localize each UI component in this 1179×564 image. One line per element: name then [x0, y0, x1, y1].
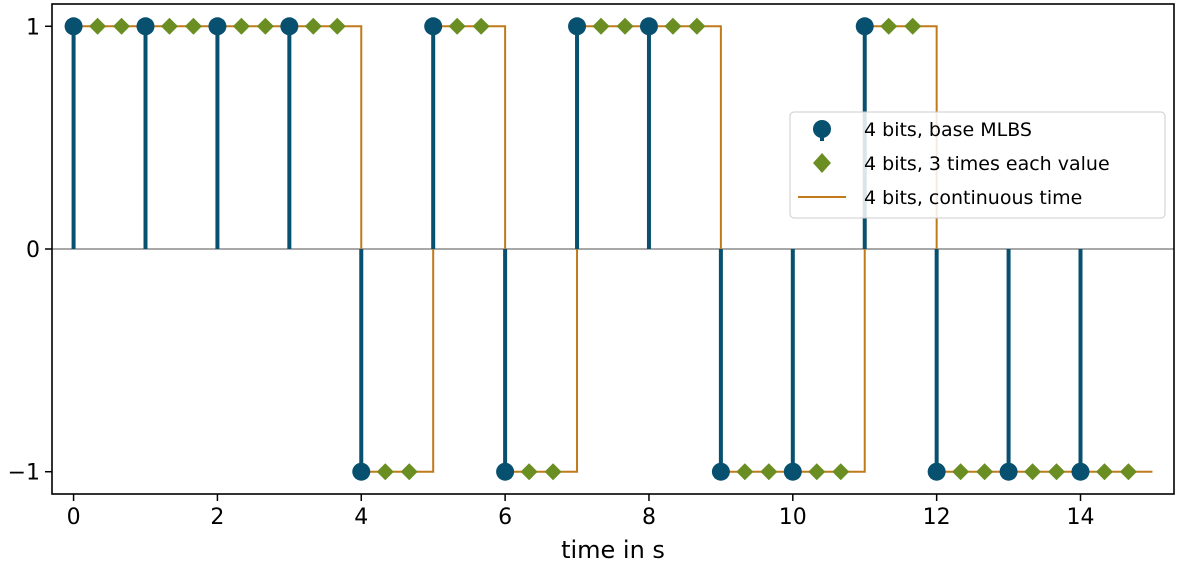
- repeated-point: [760, 463, 778, 481]
- repeated-point: [113, 17, 131, 35]
- base-point: [496, 462, 515, 481]
- repeated-point: [904, 17, 922, 35]
- y-tick-label: −1: [8, 461, 40, 486]
- repeated-point: [544, 463, 562, 481]
- base-point: [424, 17, 443, 36]
- repeated-point: [184, 17, 202, 35]
- base-series-markers: [64, 17, 1090, 481]
- repeated-point: [880, 17, 898, 35]
- y-axis: 1 0 −1: [8, 15, 52, 486]
- repeated-point: [688, 17, 706, 35]
- base-point: [280, 17, 299, 36]
- x-tick-label: 0: [67, 505, 81, 530]
- base-point: [639, 17, 658, 36]
- repeated-point: [616, 17, 634, 35]
- legend: 4 bits, base MLBS 4 bits, 3 times each v…: [789, 111, 1166, 219]
- legend-label-repeated: 4 bits, 3 times each value: [864, 153, 1110, 175]
- x-tick-label: 6: [498, 505, 512, 530]
- legend-box: [789, 111, 1166, 219]
- repeated-point: [328, 17, 346, 35]
- legend-label-base: 4 bits, base MLBS: [864, 119, 1032, 141]
- repeated-point: [1048, 463, 1066, 481]
- base-point: [208, 17, 227, 36]
- repeated-point: [232, 17, 250, 35]
- legend-label-continuous: 4 bits, continuous time: [864, 187, 1082, 209]
- repeated-point: [808, 463, 826, 481]
- repeated-point: [520, 463, 538, 481]
- repeated-point: [736, 463, 754, 481]
- repeated-point: [89, 17, 107, 35]
- x-tick-label: 4: [354, 505, 368, 530]
- base-point: [568, 17, 587, 36]
- y-tick-label: 0: [26, 238, 40, 263]
- base-point: [783, 462, 802, 481]
- base-point: [1071, 462, 1090, 481]
- x-tick-label: 12: [923, 505, 951, 530]
- base-point: [999, 462, 1018, 481]
- legend-item-repeated: 4 bits, 3 times each value: [813, 153, 1110, 175]
- repeated-point: [592, 17, 610, 35]
- repeated-point: [976, 463, 994, 481]
- x-tick-label: 8: [642, 505, 656, 530]
- base-point: [136, 17, 155, 36]
- legend-item-base: 4 bits, base MLBS: [813, 119, 1032, 141]
- legend-item-continuous: 4 bits, continuous time: [798, 187, 1082, 209]
- y-tick-label: 1: [26, 15, 40, 40]
- repeated-point: [1119, 463, 1137, 481]
- repeated-point: [448, 17, 466, 35]
- x-axis: 0 2 4 6 8 10 12 14: [67, 494, 1095, 530]
- repeated-point: [1095, 463, 1113, 481]
- repeated-point: [664, 17, 682, 35]
- base-point: [64, 17, 83, 36]
- repeated-point: [1024, 463, 1042, 481]
- repeated-point: [832, 463, 850, 481]
- repeated-point: [256, 17, 274, 35]
- legend-circle-marker: [813, 120, 831, 138]
- x-axis-title: time in s: [561, 536, 665, 564]
- repeated-point: [160, 17, 178, 35]
- x-tick-label: 2: [210, 505, 224, 530]
- repeated-point: [952, 463, 970, 481]
- base-point: [352, 462, 371, 481]
- repeated-point: [376, 463, 394, 481]
- repeated-point: [400, 463, 418, 481]
- base-point: [711, 462, 730, 481]
- x-tick-label: 10: [779, 505, 807, 530]
- repeated-point: [304, 17, 322, 35]
- repeated-point: [472, 17, 490, 35]
- x-tick-label: 14: [1067, 505, 1095, 530]
- base-point: [855, 17, 874, 36]
- legend-diamond-marker: [813, 153, 831, 173]
- base-point: [927, 462, 946, 481]
